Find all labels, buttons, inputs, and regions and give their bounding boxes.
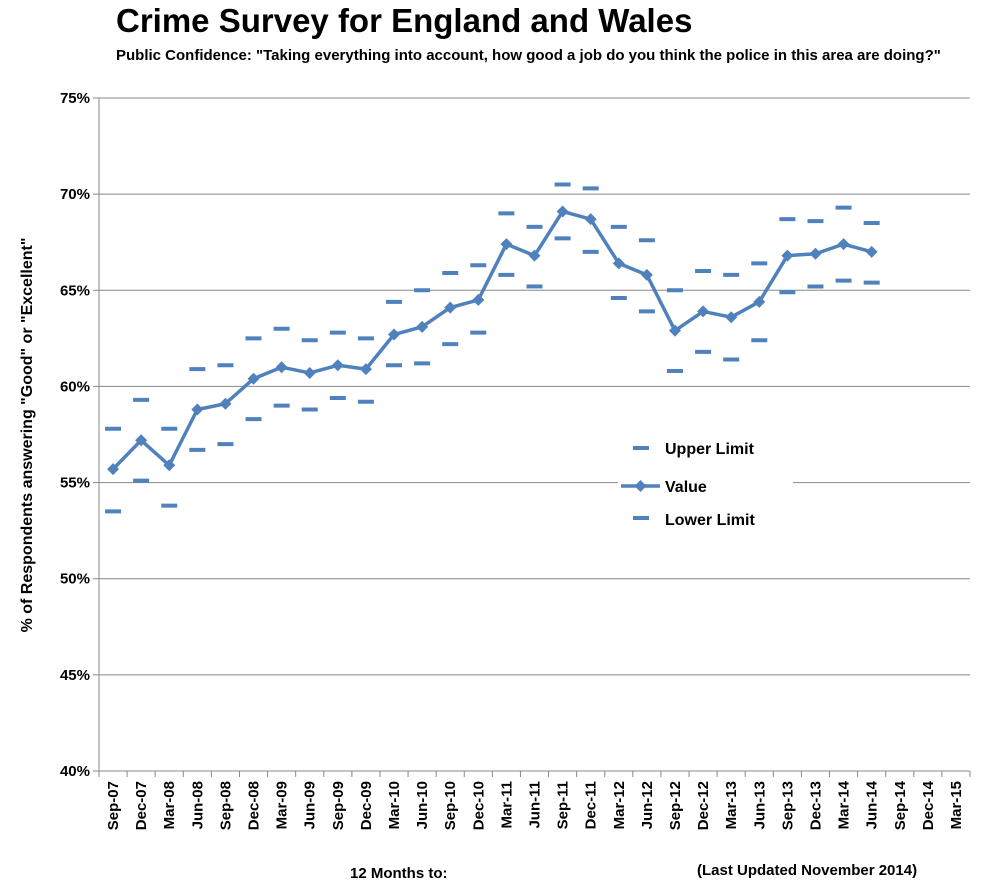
value-point <box>219 397 232 410</box>
value-point <box>163 459 176 472</box>
legend-lower-label: Lower Limit <box>665 512 755 529</box>
series-group <box>105 182 880 514</box>
x-tick-label: Mar-14 <box>836 780 853 829</box>
x-tick-label: Mar-10 <box>386 781 403 829</box>
value-point <box>303 366 316 379</box>
y-tick-label: 45% <box>60 667 90 684</box>
x-tick-label: Mar-08 <box>161 781 178 829</box>
x-tick-label: Dec-11 <box>583 781 600 829</box>
y-tick-label: 75% <box>60 90 90 107</box>
x-tick-label: Jun-08 <box>189 781 206 829</box>
x-tick-label: Sep-13 <box>779 781 796 830</box>
legend-upper-label: Upper Limit <box>665 441 755 458</box>
legend-value-label: Value <box>665 479 707 496</box>
value-point <box>416 320 429 333</box>
x-tick-label: Dec-09 <box>358 781 375 830</box>
value-point <box>444 301 457 314</box>
x-tick-label: Dec-08 <box>246 781 263 830</box>
y-tick-label: 40% <box>60 763 90 780</box>
value-series-line <box>111 209 873 471</box>
x-tick-label: Dec-14 <box>920 780 937 830</box>
x-tick-label: Jun-13 <box>751 781 768 829</box>
x-tick-label: Sep-09 <box>330 781 347 830</box>
chart-title: Crime Survey for England and Wales <box>116 2 693 39</box>
x-tick-label: Jun-12 <box>639 781 656 829</box>
x-tick-label: Sep-08 <box>217 781 234 830</box>
x-tick-label: Dec-12 <box>695 781 712 830</box>
value-point <box>781 249 794 262</box>
x-tick-label: Sep-12 <box>667 781 684 830</box>
legend-value-marker <box>634 480 647 492</box>
value-point <box>725 311 738 324</box>
x-tick-labels: Sep-07 Dec-07 Mar-08 Jun-08 Sep-08 Dec-08 Mar-… <box>105 780 965 830</box>
x-tick-label: Jun-14 <box>864 780 881 829</box>
x-tick-label: Mar-12 <box>611 781 628 829</box>
legend: Upper Limit Value Lower Limit <box>618 432 793 540</box>
value-point <box>668 324 681 337</box>
value-point <box>359 363 372 376</box>
value-point <box>809 247 822 260</box>
x-tick-label: Dec-10 <box>470 781 487 830</box>
value-point <box>472 293 485 306</box>
value-point <box>697 305 710 318</box>
value-point <box>865 245 878 258</box>
x-axis-label: 12 Months to: <box>350 865 448 882</box>
last-updated-note: (Last Updated November 2014) <box>697 862 918 879</box>
x-tick-label: Mar-11 <box>498 781 515 829</box>
y-tick-label: 65% <box>60 282 90 299</box>
y-tick-label: 50% <box>60 571 90 588</box>
value-point <box>528 249 541 262</box>
x-tick-label: Jun-09 <box>302 781 319 829</box>
value-point <box>500 238 513 251</box>
value-point <box>191 403 204 416</box>
value-point <box>584 213 597 226</box>
value-point <box>753 295 766 308</box>
y-tick-labels: 40% 45% 50% 55% 60% 65% 70% 75% <box>60 90 90 780</box>
y-tick-label: 60% <box>60 378 90 395</box>
chart-subtitle: Public Confidence: "Taking everything in… <box>116 47 941 64</box>
x-tick-label: Mar-09 <box>274 781 291 829</box>
x-tick-label: Sep-10 <box>442 781 459 830</box>
x-tick-label: Dec-07 <box>133 781 150 830</box>
value-point <box>388 328 401 341</box>
value-point <box>612 257 625 270</box>
x-tick-label: Sep-14 <box>892 780 909 830</box>
value-point <box>640 268 653 281</box>
value-point <box>275 361 288 374</box>
axes <box>93 97 971 777</box>
y-tick-label: 55% <box>60 475 90 492</box>
x-tick-label: Dec-13 <box>807 781 824 830</box>
value-point <box>331 359 344 372</box>
x-tick-label: Sep-07 <box>105 781 122 830</box>
value-point <box>247 372 260 385</box>
value-point <box>556 205 569 218</box>
value-point <box>107 463 120 476</box>
y-tick-label: 70% <box>60 186 90 203</box>
x-tick-label: Mar-13 <box>723 781 740 829</box>
x-tick-label: Jun-10 <box>414 781 431 829</box>
x-tick-label: Jun-11 <box>527 781 544 829</box>
gridlines <box>99 97 970 676</box>
value-point <box>135 434 148 447</box>
value-point <box>837 238 850 251</box>
x-tick-label: Mar-15 <box>948 781 965 829</box>
x-tick-label: Sep-11 <box>555 781 572 829</box>
